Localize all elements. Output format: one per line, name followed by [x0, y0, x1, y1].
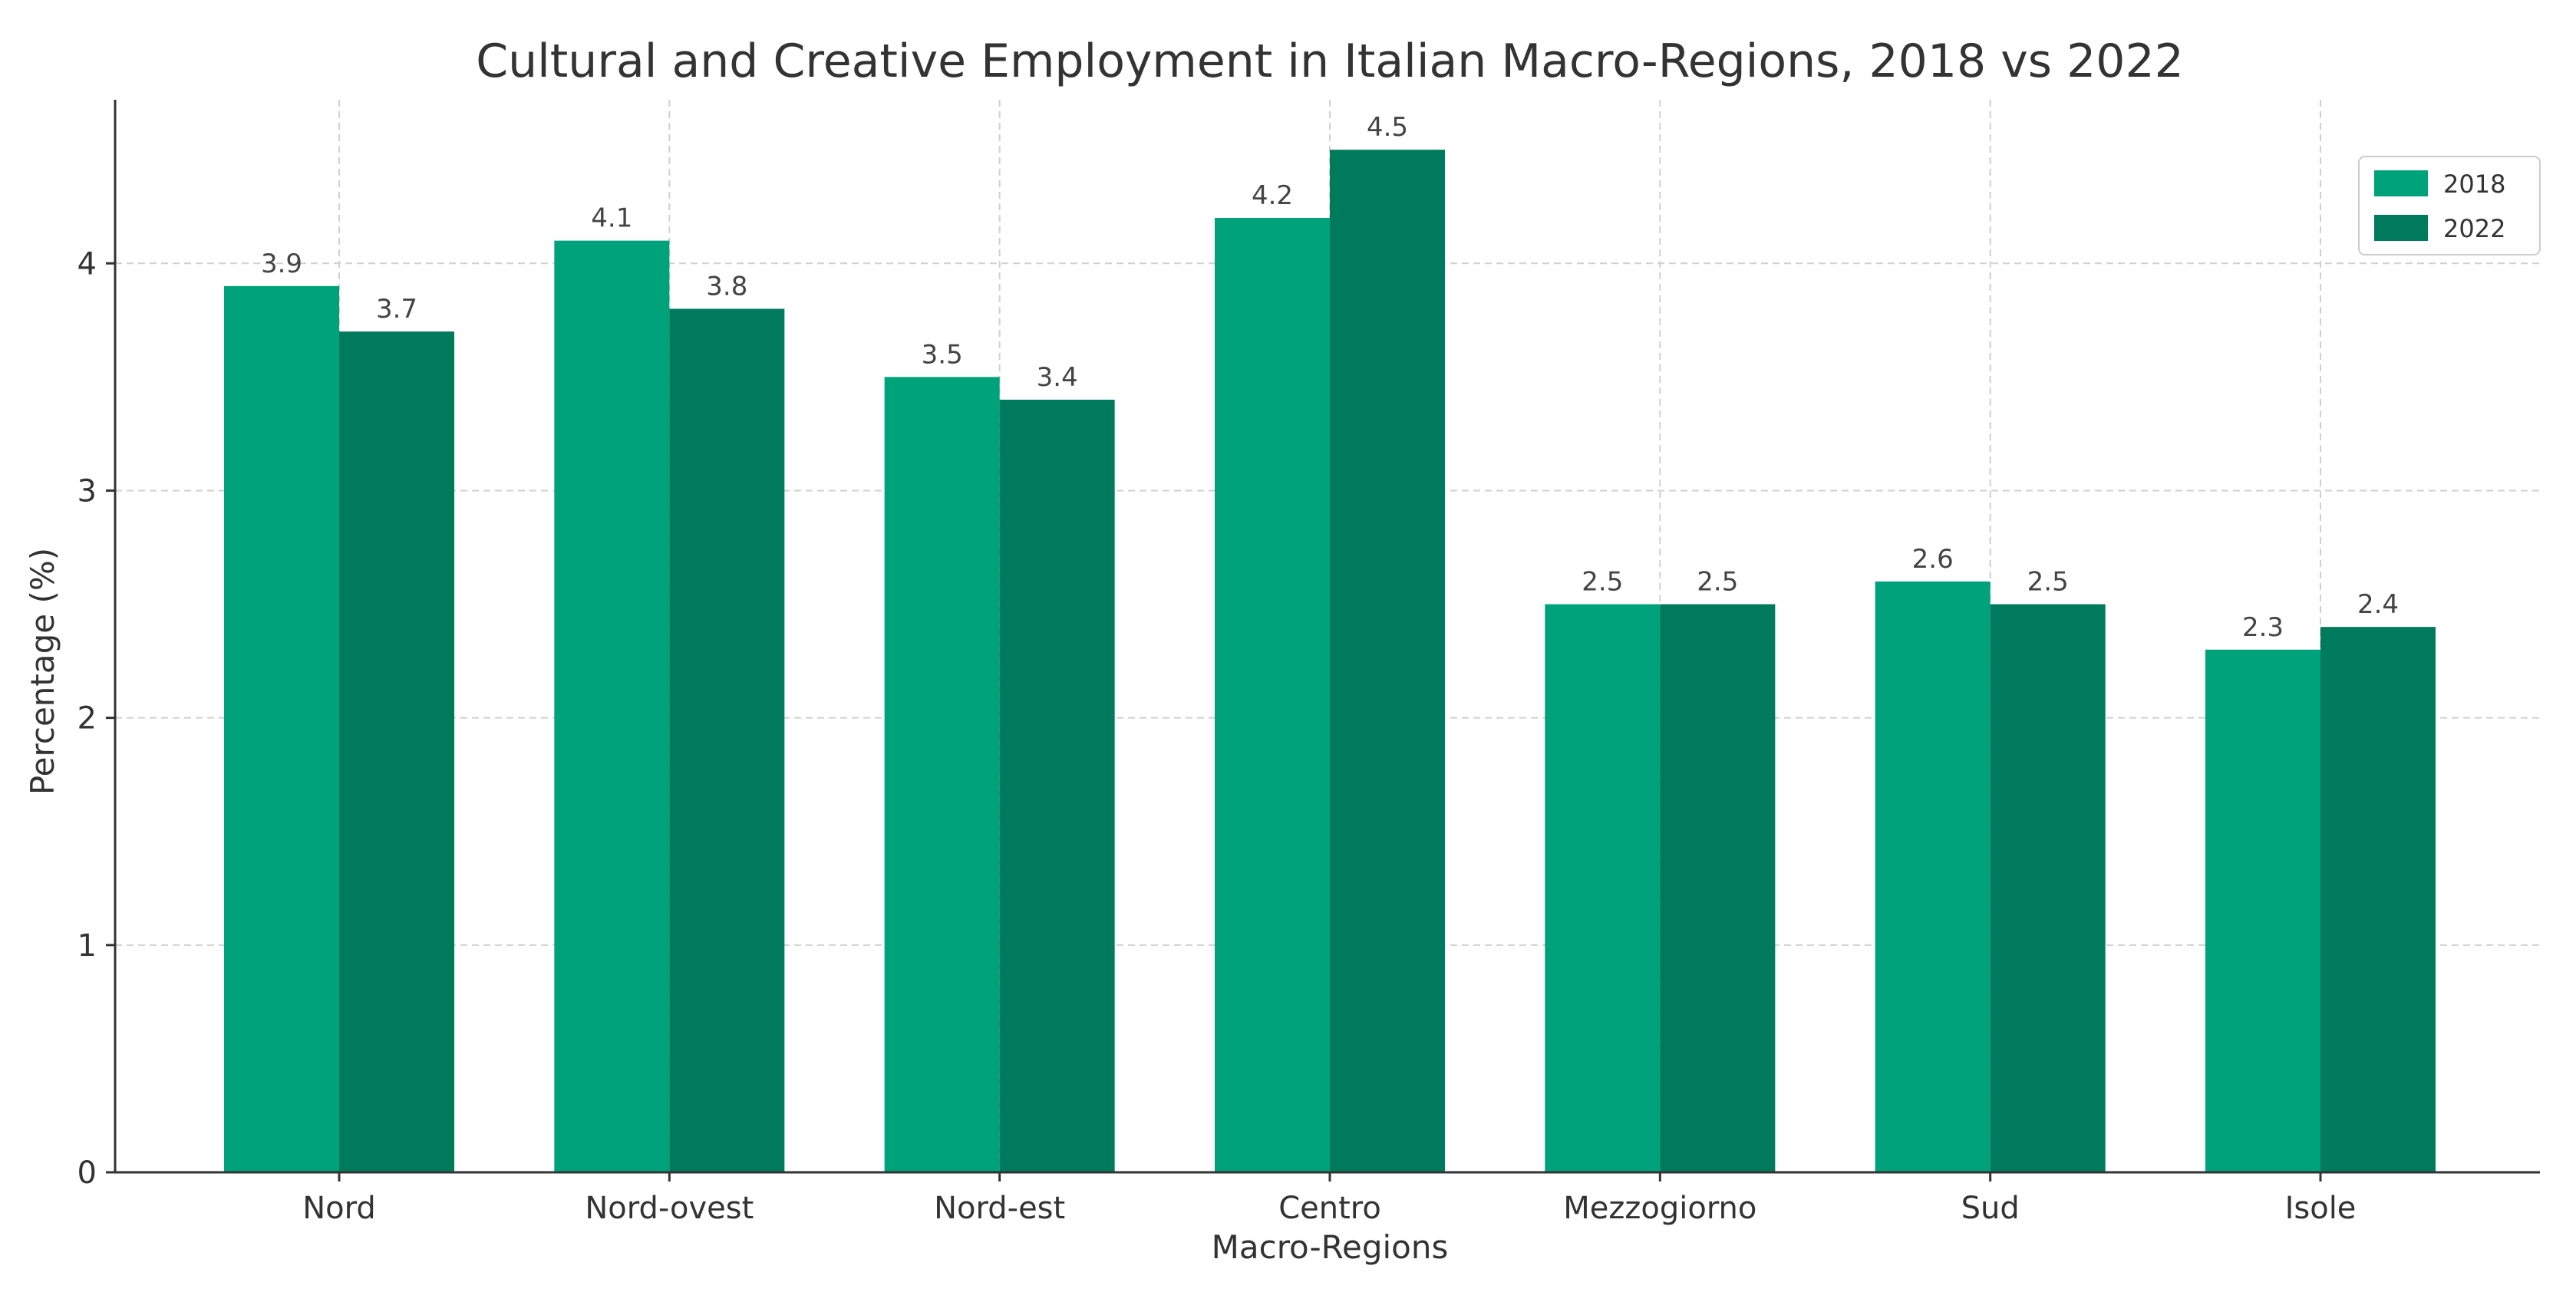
legend-swatch-2022	[2374, 215, 2428, 241]
bars	[224, 150, 2436, 1173]
data-label: 3.4	[1037, 362, 1078, 393]
y-tick-label: 4	[78, 246, 97, 282]
x-tick-label: Mezzogiorno	[1563, 1191, 1756, 1226]
x-tick-label: Centro	[1278, 1191, 1381, 1226]
data-label: 2.4	[2357, 589, 2399, 620]
data-label: 2.5	[2027, 567, 2069, 598]
legend-label-2022: 2022	[2443, 214, 2505, 243]
data-label: 2.5	[1697, 567, 1738, 598]
data-label: 2.3	[2242, 612, 2284, 643]
bar-2022-sud	[1990, 604, 2106, 1172]
data-label: 4.5	[1367, 112, 1408, 143]
ticks: 0 1 2 3 4 Nord Nord-ovest Nord-est Centro Mezzogi…	[78, 246, 2357, 1226]
data-label: 3.7	[376, 294, 417, 325]
data-label: 2.6	[1912, 544, 1954, 575]
data-label: 3.9	[261, 249, 302, 279]
legend-swatch-2018	[2374, 170, 2428, 196]
x-tick-label: Isole	[2285, 1191, 2357, 1226]
data-labels: 3.9 4.1 3.5 4.2 2.5 2.6 2.3 3.7 3.8 3.4 4.5 2.5 2.5 2…	[261, 112, 2399, 643]
bar-2018-sud	[1875, 581, 1991, 1172]
data-label: 4.1	[591, 203, 632, 234]
legend-label-2018: 2018	[2443, 170, 2505, 199]
x-tick-label: Nord-ovest	[585, 1191, 754, 1226]
x-tick-label: Sud	[1961, 1191, 2020, 1226]
bar-2022-mezzogiorno	[1660, 604, 1776, 1172]
bar-2018-nord-ovest	[554, 240, 670, 1172]
x-axis-label: Macro-Regions	[1212, 1228, 1449, 1266]
data-label: 4.2	[1252, 180, 1293, 211]
bar-2022-isole	[2320, 627, 2436, 1172]
y-tick-label: 3	[78, 473, 97, 509]
axes	[114, 100, 2540, 1174]
y-tick-label: 0	[78, 1155, 97, 1191]
x-tick-label: Nord	[302, 1191, 376, 1226]
bar-2022-nord-est	[999, 399, 1115, 1172]
bar-2022-nord	[339, 331, 454, 1173]
bar-2018-mezzogiorno	[1545, 604, 1661, 1172]
y-tick-label: 2	[78, 701, 97, 737]
y-tick-label: 1	[78, 928, 97, 964]
data-label: 2.5	[1582, 567, 1623, 598]
data-label: 3.5	[922, 339, 963, 370]
bar-2022-centro	[1330, 150, 1445, 1172]
bar-2018-centro	[1215, 218, 1330, 1172]
bar-2018-isole	[2205, 649, 2320, 1172]
data-label: 3.8	[706, 271, 747, 302]
x-tick-label: Nord-est	[934, 1191, 1065, 1226]
legend: 2018 2022	[2358, 156, 2541, 255]
y-axis-label: Percentage (%)	[24, 548, 61, 795]
chart-title: Cultural and Creative Employment in Ital…	[476, 35, 2184, 88]
bar-2018-nord-est	[884, 377, 1000, 1173]
bar-2022-nord-ovest	[669, 308, 785, 1173]
bar-2018-nord	[224, 285, 339, 1172]
